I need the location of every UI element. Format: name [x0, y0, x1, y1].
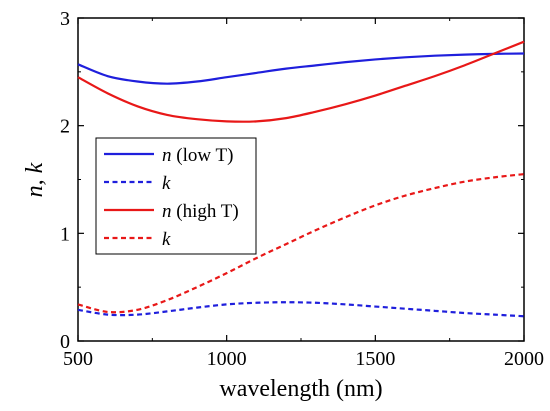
- series-n-high-t-line: [77, 40, 525, 123]
- legend: n (low T)kn (high T)k: [95, 137, 257, 255]
- legend-label-symbol: n: [162, 201, 172, 222]
- axis-ticks: 500 1000 1500 2000 0 1 2 3: [60, 8, 544, 370]
- series-group: [77, 40, 525, 318]
- y-tick-label: 2: [60, 116, 70, 138]
- legend-label-symbol: k: [162, 229, 171, 250]
- legend-item-n-high-t: n (high T): [162, 201, 239, 222]
- x-tick-label: 1500: [355, 348, 395, 370]
- x-tick-label: 500: [63, 348, 93, 370]
- legend-item-n-low-t: n (low T): [162, 145, 233, 166]
- series-k-high-t-line: [77, 173, 525, 314]
- y-tick-label: 0: [60, 331, 70, 353]
- y-tick-label: 1: [60, 223, 70, 245]
- series-k-low-t-line: [77, 301, 525, 318]
- legend-label-symbol: n: [162, 145, 172, 166]
- legend-box: [95, 137, 257, 255]
- x-axis-label: wavelength (nm): [219, 376, 382, 402]
- y-axis-label: n, k: [22, 162, 48, 197]
- legend-item-k-high-t: k: [162, 229, 171, 250]
- legend-item-k-low-t: k: [162, 173, 171, 194]
- legend-label-condition: (low T): [172, 145, 234, 166]
- legend-label-condition: (high T): [172, 201, 239, 222]
- y-tick-label: 3: [60, 8, 70, 30]
- x-tick-label: 2000: [504, 348, 544, 370]
- legend-label-symbol: k: [162, 173, 171, 194]
- series-n-low-t-line: [77, 52, 525, 85]
- x-tick-label: 1000: [207, 348, 247, 370]
